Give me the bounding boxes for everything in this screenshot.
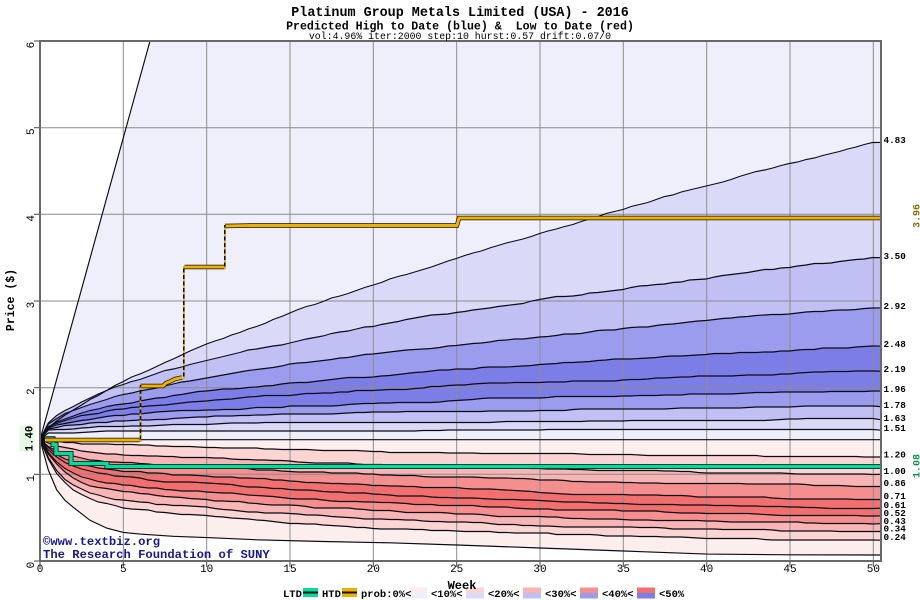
svg-text:30: 30 bbox=[533, 564, 546, 576]
svg-text:Predicted High to Date (blue): Predicted High to Date (blue) & Low to D… bbox=[286, 21, 634, 34]
svg-text:1.00: 1.00 bbox=[884, 466, 907, 477]
svg-text:1.40: 1.40 bbox=[25, 426, 37, 451]
svg-text:2.92: 2.92 bbox=[884, 301, 907, 312]
svg-text:3.96: 3.96 bbox=[913, 204, 920, 228]
svg-text:3: 3 bbox=[26, 302, 38, 309]
svg-text:0.34: 0.34 bbox=[884, 524, 907, 535]
svg-text:1.20: 1.20 bbox=[884, 450, 907, 461]
svg-text:1.96: 1.96 bbox=[884, 384, 907, 395]
svg-text:0.61: 0.61 bbox=[884, 500, 907, 511]
svg-text:1.08: 1.08 bbox=[913, 454, 920, 478]
svg-text:45: 45 bbox=[783, 564, 796, 576]
svg-text:0: 0 bbox=[26, 562, 38, 569]
svg-text:<10%<: <10%< bbox=[431, 589, 463, 600]
svg-text:2: 2 bbox=[26, 388, 38, 395]
svg-text:<50%: <50% bbox=[659, 589, 685, 600]
svg-text:HTD: HTD bbox=[322, 589, 341, 600]
svg-text:1.78: 1.78 bbox=[884, 400, 907, 411]
svg-text:0: 0 bbox=[37, 564, 44, 576]
svg-text:25: 25 bbox=[450, 564, 463, 576]
svg-text:0.86: 0.86 bbox=[884, 478, 907, 489]
svg-text:1.51: 1.51 bbox=[884, 423, 907, 434]
svg-text:2.19: 2.19 bbox=[884, 364, 907, 375]
svg-text:35: 35 bbox=[617, 564, 630, 576]
svg-text:1: 1 bbox=[26, 475, 38, 482]
svg-text:3.50: 3.50 bbox=[884, 251, 907, 262]
svg-text:1.63: 1.63 bbox=[884, 413, 907, 424]
svg-text:0.71: 0.71 bbox=[884, 491, 907, 502]
svg-text:<40%<: <40%< bbox=[602, 589, 634, 600]
svg-text:5: 5 bbox=[120, 564, 127, 576]
svg-text:0.43: 0.43 bbox=[884, 516, 907, 527]
svg-text:Price ($): Price ($) bbox=[5, 269, 18, 331]
svg-text:prob:0%<: prob:0%< bbox=[361, 589, 411, 600]
svg-text:LTD: LTD bbox=[283, 589, 302, 600]
svg-text:vol:4.96% iter:2000 step:10 hu: vol:4.96% iter:2000 step:10 hurst:0.57 d… bbox=[309, 31, 611, 42]
svg-text:40: 40 bbox=[700, 564, 713, 576]
svg-text:The Research Foundation of SUN: The Research Foundation of SUNY bbox=[43, 548, 270, 562]
svg-text:0.52: 0.52 bbox=[884, 508, 907, 519]
svg-text:5: 5 bbox=[26, 128, 38, 135]
svg-text:2.48: 2.48 bbox=[884, 339, 907, 350]
svg-text:4.83: 4.83 bbox=[884, 135, 907, 146]
svg-text:<30%<: <30%< bbox=[545, 589, 577, 600]
svg-text:0.24: 0.24 bbox=[884, 532, 907, 543]
svg-text:<20%<: <20%< bbox=[488, 589, 520, 600]
svg-text:Week: Week bbox=[448, 579, 477, 593]
svg-text:Platinum Group Metals Limited: Platinum Group Metals Limited (USA) - 20… bbox=[291, 6, 629, 21]
svg-text:6: 6 bbox=[26, 42, 38, 49]
svg-text:©www.textbiz.org: ©www.textbiz.org bbox=[43, 535, 160, 549]
svg-text:15: 15 bbox=[283, 564, 296, 576]
svg-text:20: 20 bbox=[367, 564, 380, 576]
svg-text:4: 4 bbox=[26, 215, 38, 222]
svg-text:50: 50 bbox=[867, 564, 880, 576]
svg-text:10: 10 bbox=[200, 564, 213, 576]
